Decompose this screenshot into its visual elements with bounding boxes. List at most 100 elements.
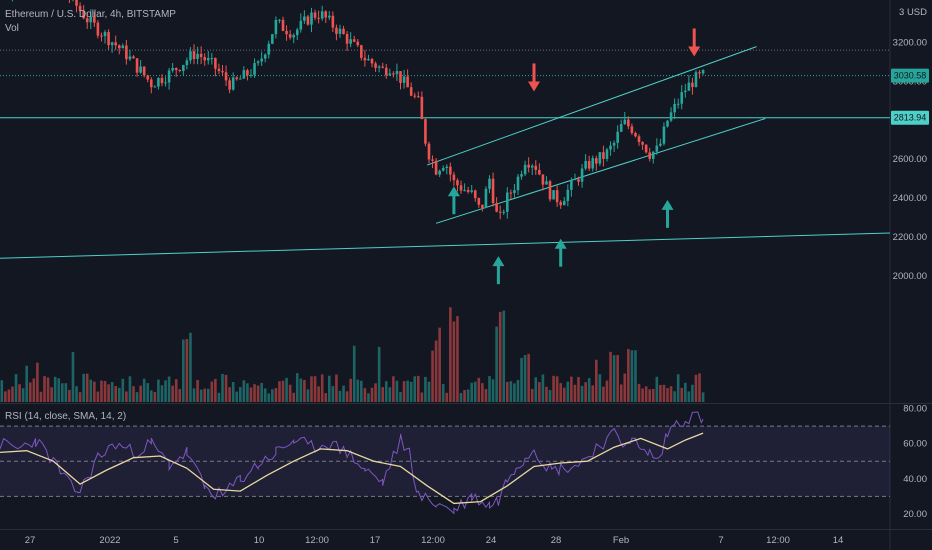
candle-body <box>591 158 595 169</box>
up-arrow-icon <box>492 256 505 267</box>
volume-bar <box>360 380 363 402</box>
candle-body <box>545 181 548 185</box>
volume-bar <box>142 378 146 402</box>
candle-body <box>310 12 313 25</box>
candle-body <box>502 211 506 213</box>
candle-body <box>135 58 139 73</box>
volume-bar <box>82 373 85 402</box>
volume-bar <box>491 379 495 402</box>
candle-body <box>548 181 552 200</box>
candle-body <box>473 190 477 199</box>
candle-body <box>349 39 352 44</box>
volume-bar <box>559 383 562 402</box>
volume-bar <box>146 383 150 402</box>
volume-bar <box>324 393 328 402</box>
candle-body <box>520 174 523 177</box>
candle-body <box>651 151 655 159</box>
volume-bar <box>11 386 14 402</box>
candle-body <box>691 82 694 88</box>
volume-bar <box>303 379 306 402</box>
volume-bar <box>562 387 566 402</box>
volume-bar <box>57 378 61 402</box>
candle-body <box>527 164 530 168</box>
volume-bar <box>96 391 100 402</box>
candle-body <box>488 178 491 189</box>
candle-body <box>470 190 473 192</box>
candle-body <box>210 58 214 60</box>
volume-bar <box>210 381 214 402</box>
volume-bar <box>310 376 313 402</box>
volume-bar <box>128 376 132 402</box>
volume-bar <box>473 381 477 402</box>
volume-bar <box>317 386 320 402</box>
volume-bar <box>228 387 231 402</box>
candle-body <box>214 58 217 69</box>
volume-bar <box>548 390 552 402</box>
volume-bar <box>253 384 256 402</box>
time-tick-label: 5 <box>173 535 178 546</box>
candle-body <box>662 126 666 144</box>
volume-bar <box>260 383 263 402</box>
level-price-tag: 2813.94 <box>894 113 927 123</box>
volume-bar <box>61 383 64 402</box>
candle-body <box>142 66 146 76</box>
candle-body <box>96 22 100 36</box>
candle-body <box>509 192 513 194</box>
volume-bar <box>182 339 185 402</box>
time-tick-label: 7 <box>718 535 723 546</box>
candle-body <box>466 190 470 192</box>
volume-bar <box>349 378 352 402</box>
volume-bar <box>292 392 295 402</box>
candle-body <box>637 136 641 143</box>
candle-body <box>370 59 374 64</box>
candle-body <box>206 58 210 61</box>
candle-body <box>605 149 609 159</box>
volume-bar <box>388 387 392 402</box>
volume-bar <box>573 384 577 402</box>
price-tick-label: 2400.00 <box>893 193 927 204</box>
volume-bar <box>32 378 36 402</box>
volume-bar <box>53 376 57 402</box>
volume-bar <box>673 391 676 402</box>
volume-bar <box>68 389 71 402</box>
volume-bar <box>114 386 117 402</box>
volume-bar <box>14 374 18 402</box>
candle-body <box>513 190 516 194</box>
volume-bar <box>395 380 399 402</box>
volume-bar <box>651 388 655 402</box>
volume-bar <box>132 386 135 402</box>
candle-body <box>438 170 441 175</box>
candle-body <box>189 51 192 61</box>
candle-body <box>246 70 249 76</box>
candle-body <box>221 71 224 73</box>
volume-bar <box>288 384 292 402</box>
candle-body <box>103 32 107 37</box>
candle-body <box>295 29 299 36</box>
volume-bar <box>157 379 160 402</box>
candle-body <box>367 59 370 61</box>
time-tick-label: 24 <box>486 535 497 546</box>
candle-body <box>132 56 135 59</box>
candle-body <box>239 78 242 80</box>
volume-bar <box>434 340 438 402</box>
candle-body <box>271 34 274 44</box>
volume-bar <box>694 374 698 402</box>
down-arrow-icon <box>688 46 701 57</box>
volume-bar <box>206 388 210 402</box>
candle-body <box>516 176 520 191</box>
candle-body <box>669 112 673 121</box>
candle-body <box>306 16 310 25</box>
time-tick-label: 17 <box>370 535 381 546</box>
volume-bar <box>93 381 96 402</box>
candle-body <box>224 72 228 81</box>
volume-bar <box>587 378 591 402</box>
candle-body <box>117 45 121 49</box>
candle-body <box>388 73 392 76</box>
candle-body <box>595 158 598 164</box>
candle-body <box>110 42 114 46</box>
volume-bar <box>185 339 189 402</box>
volume-bar <box>320 374 324 402</box>
candle-body <box>580 168 584 182</box>
candle-body <box>584 161 587 169</box>
